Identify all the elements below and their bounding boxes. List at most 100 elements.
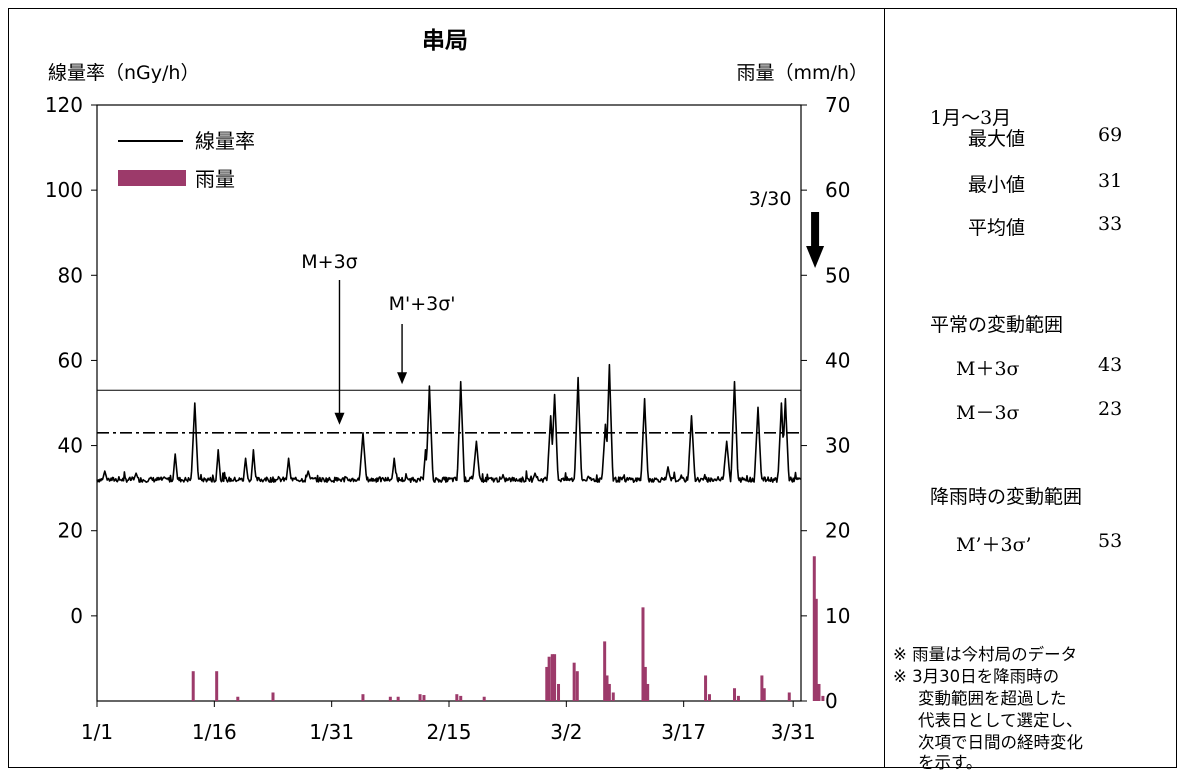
rainfall-bar — [821, 695, 825, 701]
x-tick-label: 1/16 — [192, 720, 237, 744]
note-line-4: 代表日として選定し、 — [918, 711, 1083, 730]
stats-min-value: 31 — [1098, 170, 1123, 192]
stats-row-max: 最大値 69 — [968, 124, 1148, 150]
y-axis-right-label: 雨量（mm/h） — [737, 62, 868, 84]
x-tick-label: 3/17 — [661, 720, 706, 744]
rainfall-bar — [814, 598, 818, 701]
rainfall-bar — [787, 692, 791, 701]
annotation-arrowhead-mprime3sigma — [397, 372, 408, 385]
y-left-tick-label: 0 — [70, 604, 83, 628]
normal-range-row-lower: M－3σ 23 — [956, 398, 1156, 424]
rainfall-bar — [733, 688, 737, 701]
legend-label-rainfall: 雨量 — [195, 167, 235, 191]
stats-row-min: 最小値 31 — [968, 170, 1148, 196]
y-right-tick-label: 70 — [825, 93, 850, 117]
x-tick-label: 3/31 — [771, 720, 816, 744]
rainfall-bar — [812, 556, 816, 701]
y-right-tick-label: 60 — [825, 178, 850, 202]
rainfall-bar — [550, 654, 554, 701]
rainfall-bar — [482, 696, 486, 701]
rainfall-bar — [641, 607, 645, 701]
rainfall-bar — [215, 671, 219, 701]
rain-range-title: 降雨時の変動範囲 — [930, 486, 1083, 508]
legend-swatch-rainfall — [118, 170, 186, 186]
stats-mean-value: 33 — [1098, 213, 1123, 235]
rainfall-bar — [572, 662, 576, 701]
stats-max-label: 最大値 — [968, 128, 1026, 150]
rain-range-row-upper: M’＋3σ’ 53 — [956, 530, 1156, 556]
y-right-tick-label: 20 — [825, 519, 850, 543]
rainfall-bar — [603, 641, 607, 701]
rainfall-bar — [361, 694, 365, 701]
note-line-1: ※ 雨量は今村局のデータ — [893, 645, 1078, 664]
stats-max-value: 69 — [1098, 124, 1123, 146]
rainfall-bar — [545, 666, 549, 701]
annotation-arrowhead-m3sigma — [334, 412, 345, 425]
y-right-tick-label: 50 — [825, 263, 850, 287]
y-axis-left-label: 線量率（nGy/h） — [48, 62, 199, 84]
normal-range-lower-label: M－3σ — [956, 402, 1020, 424]
rainfall-bar — [388, 696, 392, 701]
annotation-label-m3sigma: M+3σ — [301, 251, 357, 273]
y-right-tick-label: 10 — [825, 604, 850, 628]
rainfall-bar — [191, 671, 195, 701]
normal-range-upper-label: M＋3σ — [956, 358, 1020, 380]
figure-frame — [8, 8, 1177, 768]
rain-range-upper-label: M’＋3σ’ — [956, 534, 1032, 556]
panel-divider — [884, 8, 885, 768]
rain-range-upper-value: 53 — [1098, 530, 1123, 552]
rainfall-bar — [236, 696, 240, 701]
rainfall-bar — [557, 683, 561, 701]
x-tick-label: 1/31 — [309, 720, 354, 744]
annotation-arrowhead-date — [806, 246, 825, 268]
y-left-tick-label: 20 — [58, 519, 83, 543]
rainfall-bar — [707, 694, 711, 701]
y-right-tick-label: 30 — [825, 434, 850, 458]
normal-range-upper-value: 43 — [1098, 354, 1123, 376]
y-left-tick-label: 40 — [58, 434, 83, 458]
rainfall-bar — [271, 692, 275, 701]
rainfall-bar — [575, 671, 579, 701]
x-tick-label: 3/2 — [550, 720, 582, 744]
stats-period-label: 1月～3月 — [930, 107, 1012, 129]
rainfall-bar — [605, 675, 609, 701]
plot-area — [96, 104, 802, 702]
annotation-label-date: 3/30 — [749, 188, 792, 210]
y-left-tick-label: 80 — [58, 263, 83, 287]
note-line-2: ※ 3月30日を降雨時の — [893, 667, 1060, 686]
rainfall-bar — [459, 695, 463, 701]
rainfall-bar — [736, 695, 740, 701]
y-left-tick-label: 100 — [45, 178, 83, 202]
stats-mean-label: 平均値 — [968, 217, 1026, 239]
rainfall-bar — [611, 692, 615, 701]
rainfall-bar — [396, 696, 400, 701]
rainfall-bar — [607, 683, 611, 701]
rainfall-bar — [760, 675, 764, 701]
rainfall-bar — [643, 666, 647, 701]
chart-title: 串局 — [422, 28, 468, 54]
annotation-arrow-date — [811, 212, 820, 248]
rainfall-bar — [455, 694, 459, 701]
legend-label-dose-rate: 線量率 — [195, 129, 255, 153]
stats-min-label: 最小値 — [968, 174, 1026, 196]
rainfall-bar — [646, 683, 650, 701]
note-line-6: を示す。 — [918, 753, 983, 772]
normal-range-title: 平常の変動範囲 — [930, 314, 1064, 336]
rainfall-bar — [422, 695, 426, 701]
chart: 串局 線量率（nGy/h） 雨量（mm/h） 0 20 40 60 80 100 120 0… — [45, 28, 868, 744]
rainfall-bar — [762, 688, 766, 701]
y-right-tick-label: 0 — [825, 689, 838, 713]
y-left-tick-label: 60 — [58, 348, 83, 372]
stats-row-mean: 平均値 33 — [968, 213, 1148, 239]
normal-range-row-upper: M＋3σ 43 — [956, 354, 1156, 380]
annotation-label-mprime3sigma: M'+3σ' — [389, 293, 456, 315]
y-right-tick-label: 40 — [825, 348, 850, 372]
rainfall-bar — [817, 683, 821, 701]
y-left-tick-label: 120 — [45, 93, 83, 117]
series-dose-rate-line — [96, 363, 802, 483]
rainfall-bar — [547, 656, 551, 701]
x-tick-label: 2/15 — [427, 720, 472, 744]
x-tick-label: 1/1 — [81, 720, 113, 744]
note-line-5: 次項で日間の経時変化 — [918, 733, 1083, 752]
rainfall-bar — [704, 675, 708, 701]
